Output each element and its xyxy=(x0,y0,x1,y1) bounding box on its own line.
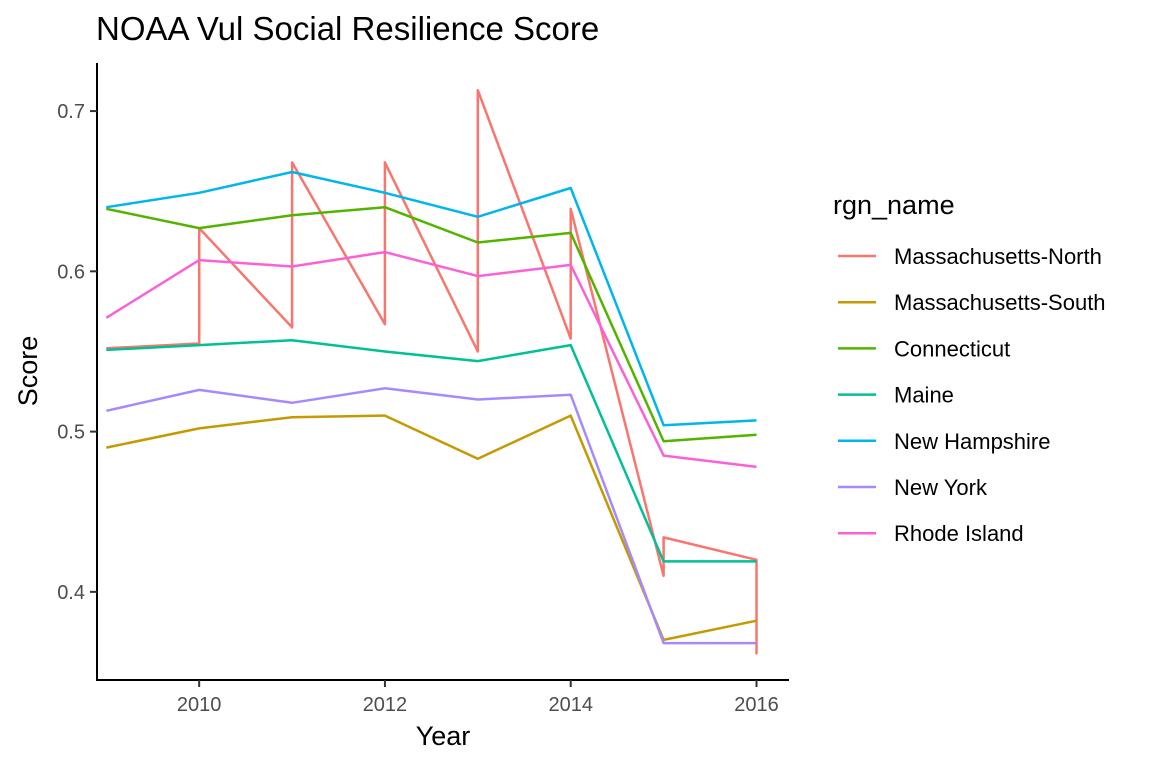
legend-item-maine: Maine xyxy=(838,383,954,408)
legend-item-massachusetts-south: Massachusetts-South xyxy=(838,290,1106,315)
x-tick-label: 2014 xyxy=(548,694,593,716)
y-tick-label: 0.6 xyxy=(57,261,85,283)
series-line-new-york xyxy=(106,387,757,645)
x-tick-label: 2010 xyxy=(177,694,222,716)
series-line-connecticut xyxy=(106,205,757,443)
legend: rgn_name Massachusetts-NorthMassachusett… xyxy=(833,190,1106,546)
legend-items: Massachusetts-North Massachusetts-South Co… xyxy=(838,244,1106,546)
legend-label: Maine xyxy=(894,383,954,408)
series-line-maine xyxy=(106,338,757,563)
series-line-massachusetts-south xyxy=(106,414,757,642)
legend-item-massachusetts-north: Massachusetts-North xyxy=(838,244,1102,269)
legend-item-rhode-island: Rhode Island xyxy=(838,521,1024,546)
series-line-rhode-island xyxy=(105,250,757,469)
x-ticks: 2010 2012 2014 2016 xyxy=(177,680,779,716)
x-tick-label: 2012 xyxy=(363,694,408,716)
legend-title: rgn_name xyxy=(833,190,955,220)
x-tick-label: 2016 xyxy=(734,694,779,716)
legend-item-new-york: New York xyxy=(838,475,988,500)
y-tick-label: 0.4 xyxy=(57,582,85,604)
legend-label: Massachusetts-South xyxy=(894,290,1106,315)
y-tick-label: 0.5 xyxy=(57,422,85,444)
legend-label: Connecticut xyxy=(894,336,1010,361)
legend-item-new-hampshire: New Hampshire xyxy=(838,429,1051,454)
y-tick-label: 0.7 xyxy=(57,101,85,123)
legend-label: New York xyxy=(894,475,988,500)
series-layer xyxy=(105,88,758,655)
legend-label: New Hampshire xyxy=(894,429,1051,454)
legend-item-connecticut: Connecticut xyxy=(838,336,1010,361)
y-ticks: 0.4 0.5 0.6 0.7 xyxy=(57,101,97,604)
legend-label: Massachusetts-North xyxy=(894,244,1102,269)
series-line-massachusetts-north xyxy=(106,88,758,655)
y-axis-title: Score xyxy=(13,336,43,407)
chart-title: NOAA Vul Social Resilience Score xyxy=(96,10,599,47)
x-axis-title: Year xyxy=(416,721,471,751)
legend-label: Rhode Island xyxy=(894,521,1024,546)
series-line-new-hampshire xyxy=(106,170,757,427)
